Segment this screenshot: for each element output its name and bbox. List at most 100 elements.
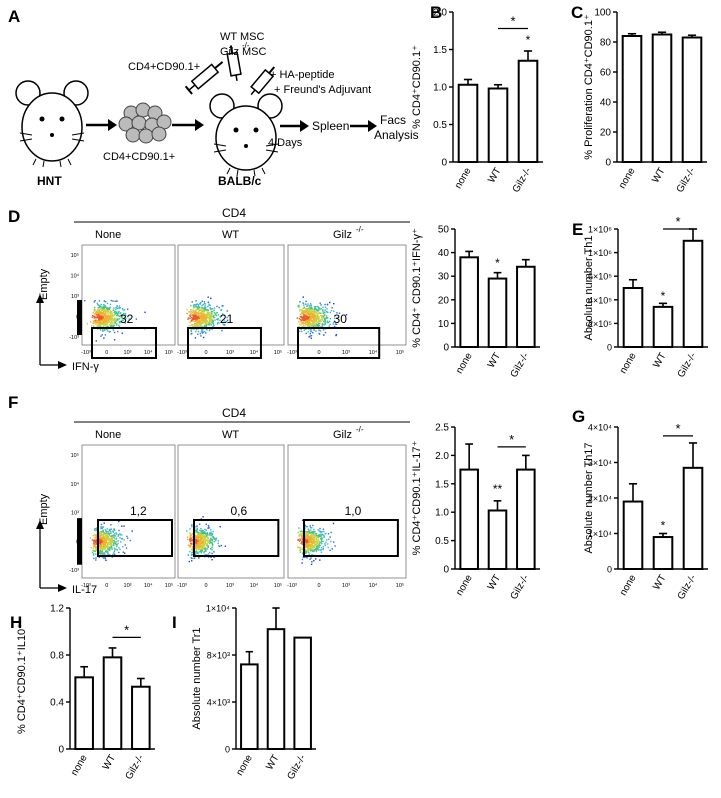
facs-event: [100, 545, 102, 547]
facs-event: [100, 323, 102, 325]
facs-event: [309, 335, 311, 337]
facs-x-tick: 10³: [226, 583, 234, 589]
facs-event: [194, 320, 196, 322]
facs-event: [310, 533, 313, 535]
facs-event: [111, 540, 113, 542]
facs-x-tick: 10⁴: [250, 582, 259, 589]
facs-event: [95, 309, 97, 311]
facs-event: [317, 310, 319, 312]
facs-event: [118, 325, 121, 328]
facs-event: [195, 543, 198, 545]
facs-event: [315, 535, 317, 537]
facs-event: [322, 323, 324, 325]
facs-event: [195, 548, 198, 550]
mouse-hnt-label: HNT: [37, 174, 62, 188]
significance-star: **: [493, 482, 503, 496]
facs-event: [212, 323, 215, 326]
facs-event: [200, 538, 202, 541]
facs-event: [317, 324, 320, 326]
facs-event: [109, 535, 111, 538]
facs-event: [319, 320, 321, 322]
facs-event: [106, 546, 109, 548]
facs-event: [319, 315, 322, 317]
facs-event: [121, 538, 124, 540]
facs-event: [207, 545, 209, 547]
facs-event: [115, 313, 117, 315]
facs-event: [305, 542, 307, 544]
facs-x-tick: 10⁵: [165, 582, 173, 589]
facs-event: [105, 559, 107, 562]
panel-label: C: [571, 3, 583, 22]
facs-event: [207, 311, 209, 314]
facs-event: [96, 325, 98, 328]
facs-plot-frame: [287, 244, 407, 346]
facs-event: [298, 317, 301, 320]
facs-event: [187, 544, 190, 546]
facs-event: [104, 545, 106, 547]
facs-event: [111, 318, 113, 320]
facs-event: [320, 320, 322, 322]
facs-event: [99, 308, 101, 311]
facs-event: [329, 320, 331, 323]
facs-event: [102, 553, 104, 555]
facs-event: [104, 558, 107, 560]
facs-event: [190, 544, 193, 546]
facs-event: [324, 303, 326, 306]
facs-event: [308, 315, 310, 317]
facs-event: [187, 538, 189, 541]
facs-event: [310, 540, 312, 542]
facs-event: [93, 322, 95, 324]
facs-event: [310, 335, 313, 337]
facs-event: [101, 307, 104, 310]
facs-event: [94, 535, 96, 537]
facs-event: [111, 537, 113, 539]
facs-event: [189, 546, 191, 548]
facs-event: [116, 323, 118, 325]
facs-event: [110, 542, 112, 544]
facs-event: [322, 528, 325, 530]
facs-event: [99, 552, 101, 554]
facs-event: [297, 531, 299, 534]
facs-event: [96, 302, 98, 305]
facs-event: [200, 527, 202, 530]
bar-gilz: [517, 59, 539, 163]
facs-event: [198, 531, 200, 534]
facs-event: [91, 551, 94, 553]
facs-event: [101, 309, 103, 311]
facs-event: [314, 316, 316, 318]
facs-event: [336, 312, 338, 314]
facs-event: [201, 309, 204, 312]
facs-event: [135, 318, 138, 320]
facs-event: [95, 527, 98, 529]
facs-event: [299, 549, 302, 551]
facs-event: [306, 311, 308, 314]
facs-event: [218, 545, 221, 547]
facs-event: [186, 536, 189, 538]
facs-event: [118, 315, 121, 317]
facs-event: [98, 323, 100, 325]
x-tick-label: Gilz-/-: [509, 573, 532, 602]
facs-event: [186, 312, 188, 315]
facs-event: [311, 541, 313, 544]
facs-event: [313, 560, 315, 562]
facs-event: [103, 314, 105, 316]
chart-fbar: 00.51.01.52.02.5% CD4⁺CD90.1⁺IL-17⁺none W…: [411, 423, 540, 602]
facs-event: [201, 312, 204, 314]
facs-event: [310, 302, 312, 305]
facs-event: [200, 309, 203, 312]
facs-event: [306, 308, 309, 310]
facs-event: [323, 530, 325, 533]
facs-event: [196, 525, 198, 527]
facs-event: [314, 315, 316, 317]
facs-event: [100, 303, 102, 306]
facs-event: [199, 312, 201, 314]
facs-event: [320, 304, 322, 306]
arrow-2-icon: [172, 119, 204, 131]
facs-event: [204, 554, 206, 556]
facs-event: [202, 532, 205, 534]
facs-event: [111, 535, 113, 537]
facs-event: [205, 540, 207, 542]
facs-event: [312, 542, 314, 544]
facs-event: [203, 552, 205, 554]
facs-event: [197, 324, 199, 327]
